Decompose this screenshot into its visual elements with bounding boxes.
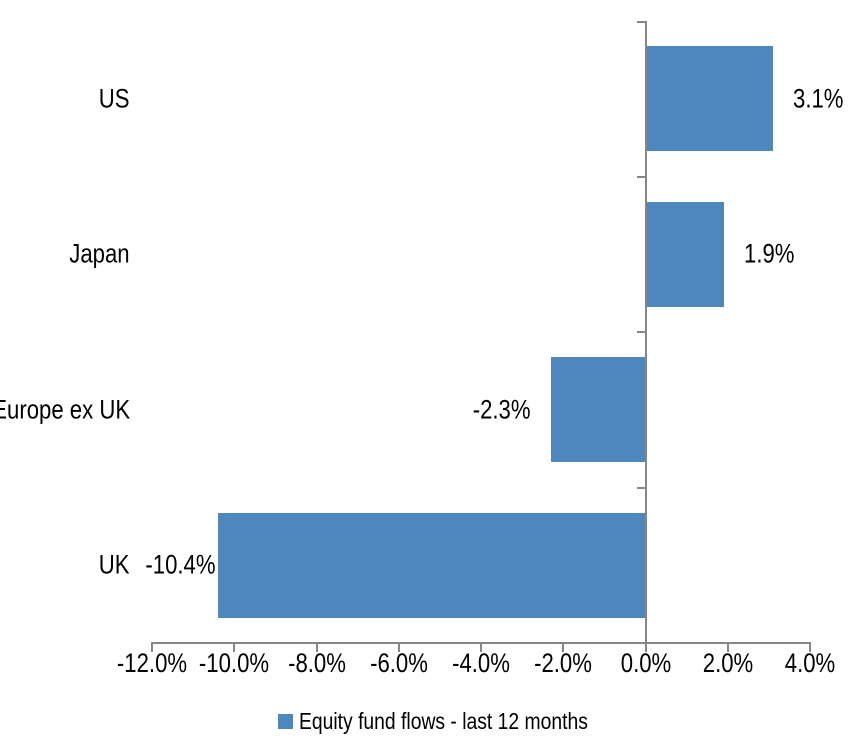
x-axis-tick-label: -12.0% [116,648,188,678]
x-axis-tick [397,642,400,652]
category-label-us: US [99,83,130,114]
x-axis-tick [480,642,482,652]
x-axis-tick-label: -10.0% [199,648,270,678]
category-label-europe-ex-uk: Europe ex UK [0,394,130,425]
category-axis-tick [636,486,646,489]
category-axis-tick [636,175,646,178]
x-axis-tick [151,642,153,652]
category-label-uk: UK [99,549,130,580]
legend-label: Equity fund flows - last 12 months [299,708,588,734]
x-axis-tick [315,642,318,652]
x-axis-tick [726,642,729,652]
x-axis-tick-label: 2.0% [702,648,753,678]
category-axis-tick [636,21,646,23]
bar-value-label-uk: -10.4% [145,549,216,580]
category-axis-tick [636,331,646,333]
bar-japan [645,201,724,307]
x-axis-tick-label: 4.0% [784,648,836,678]
bar-europe-ex-uk [550,357,646,463]
bar-us [645,46,773,152]
x-axis-tick-label: -4.0% [452,648,510,678]
legend: Equity fund flows - last 12 months [278,710,643,733]
x-axis-tick [233,642,236,652]
bar-value-label-japan: 1.9% [743,238,795,269]
bar-value-label-us: 3.1% [792,83,844,114]
bar-uk [217,512,646,618]
x-axis-tick-label: -6.0% [369,648,428,678]
x-axis-tick-label: 0.0% [620,648,671,678]
bar-value-label-europe-ex-uk: -2.3% [473,394,531,425]
category-axis-line [644,21,647,652]
category-label-japan: Japan [69,238,130,269]
x-axis-tick [809,642,811,652]
x-axis-tick-label: -2.0% [534,648,593,678]
x-axis-tick-label: -8.0% [287,648,346,678]
x-axis-tick [562,642,565,652]
legend-swatch-icon [278,714,293,729]
